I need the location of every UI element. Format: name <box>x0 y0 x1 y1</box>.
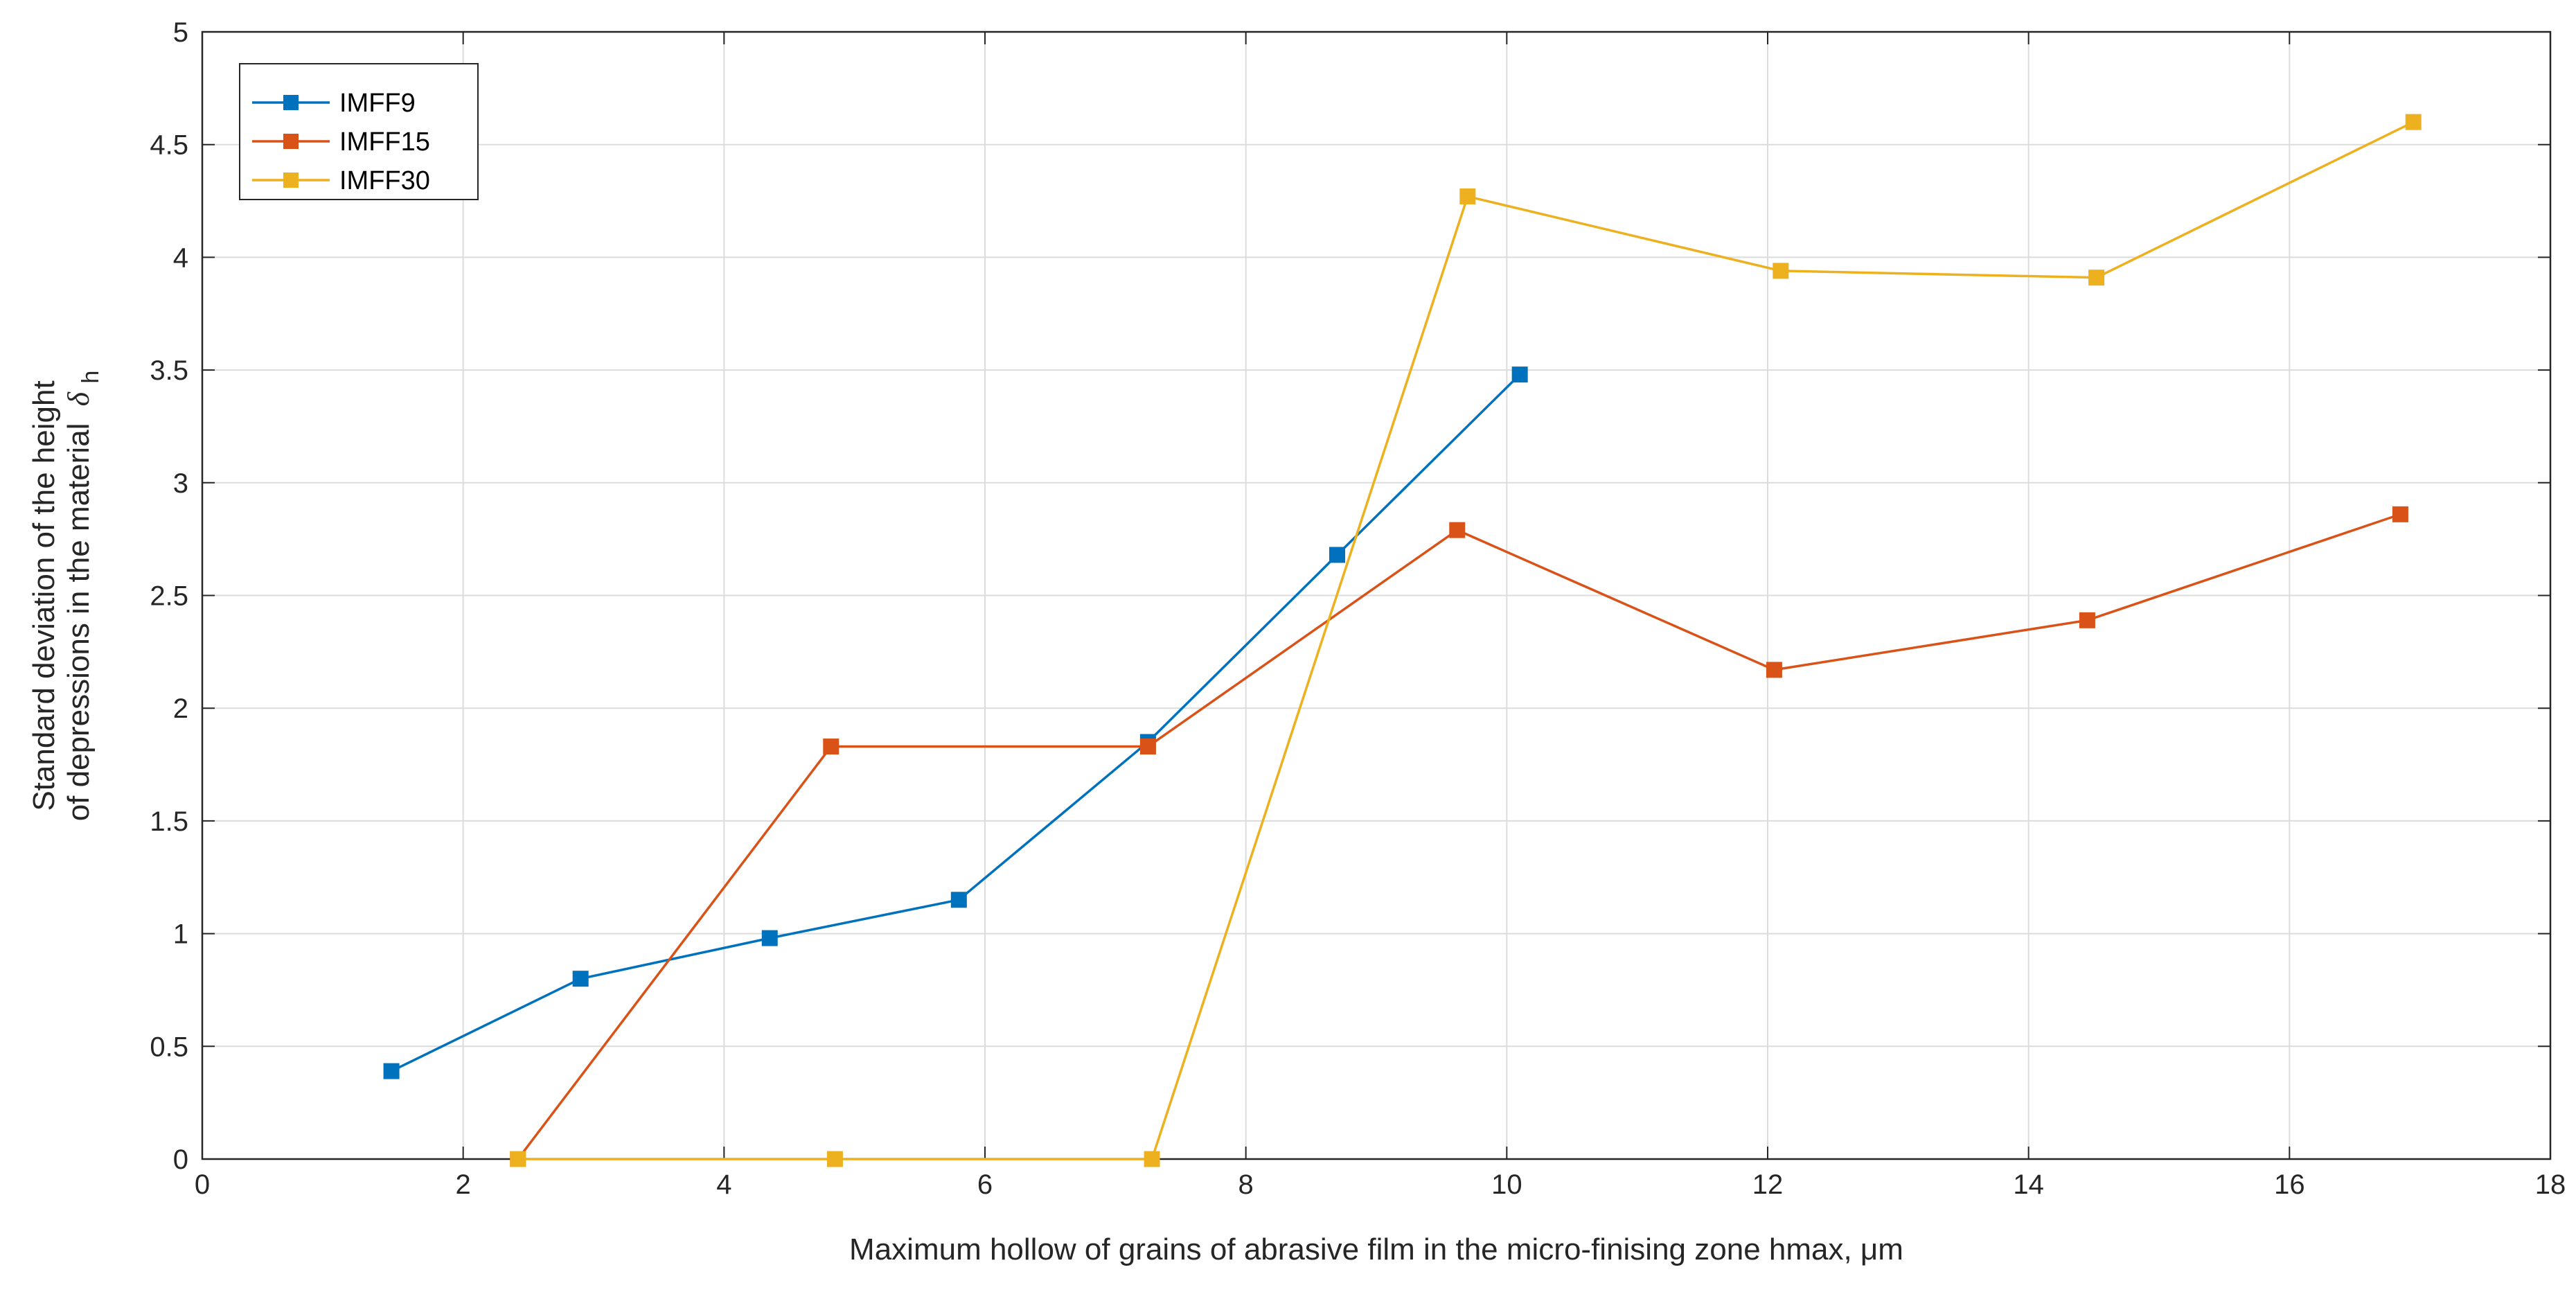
x-tick-label: 16 <box>2274 1169 2305 1200</box>
legend: IMFF9 IMFF15 IMFF30 <box>239 63 479 200</box>
x-tick-label: 0 <box>195 1169 210 1200</box>
x-tick-label: 2 <box>456 1169 471 1200</box>
legend-marker <box>283 173 299 188</box>
x-tick-label: 10 <box>1491 1169 1522 1200</box>
x-tick-label: 6 <box>977 1169 993 1200</box>
data-point <box>826 1151 843 1167</box>
y-tick-label: 0 <box>173 1145 188 1175</box>
y-tick-label: 5 <box>173 17 188 48</box>
y-axis-label-symbol: δ <box>62 391 96 406</box>
legend-marker <box>283 95 299 110</box>
y-tick-label: 1.5 <box>150 806 188 837</box>
data-point <box>1139 739 1156 755</box>
y-tick-label: 3.5 <box>150 355 188 386</box>
data-point <box>1329 547 1345 563</box>
x-tick-label: 18 <box>2535 1169 2566 1200</box>
data-point <box>1449 522 1466 538</box>
legend-marker <box>283 134 299 149</box>
data-point <box>2079 612 2095 628</box>
legend-box <box>239 63 479 200</box>
y-axis-label-line1: Standard deviation of the height <box>27 380 61 811</box>
data-point <box>2088 270 2105 286</box>
y-tick-label: 3 <box>173 468 188 499</box>
data-point <box>1144 1151 1160 1167</box>
data-point <box>823 739 840 755</box>
y-axis-label-line2: of depressions in the material δ h <box>62 371 104 822</box>
grid-lines <box>202 32 2550 1159</box>
legend-label-imff15: IMFF15 <box>339 127 430 157</box>
y-tick-label: 0.5 <box>150 1032 188 1062</box>
data-point <box>1766 662 1782 678</box>
data-point <box>2392 506 2408 522</box>
data-point <box>950 892 967 908</box>
y-axis-label-subscript: h <box>78 371 104 384</box>
series-imff30 <box>510 114 2422 1167</box>
y-tick-label: 4 <box>173 242 188 273</box>
y-tick-label: 2.5 <box>150 581 188 612</box>
y-axis-label: Standard deviation of the height of depr… <box>27 371 104 822</box>
data-series <box>383 114 2422 1167</box>
y-tick-label: 4.5 <box>150 130 188 161</box>
x-tick-label: 8 <box>1238 1169 1254 1200</box>
x-tick-label: 4 <box>716 1169 731 1200</box>
data-point <box>2405 114 2422 130</box>
data-point <box>383 1063 400 1079</box>
legend-label-imff30: IMFF30 <box>339 166 430 195</box>
x-axis-label: Maximum hollow of grains of abrasive fil… <box>849 1232 1903 1266</box>
data-point <box>510 1151 526 1167</box>
y-tick-label: 2 <box>173 693 188 724</box>
data-point <box>761 930 778 946</box>
axis-ticks: 0 2 4 6 8 10 12 14 16 18 0 0.5 1 1.5 2 2.5 3 3.5 4 4.5 5 <box>150 17 2566 1200</box>
y-axis-label-line2-text: of depressions in the material <box>62 423 96 822</box>
legend-label-imff9: IMFF9 <box>339 89 416 118</box>
data-point <box>1459 188 1476 205</box>
y-tick-label: 1 <box>173 919 188 950</box>
x-tick-label: 12 <box>1752 1169 1784 1200</box>
data-point <box>1511 366 1528 383</box>
data-point <box>572 971 589 987</box>
x-tick-label: 14 <box>2013 1169 2044 1200</box>
data-point <box>1773 263 1789 279</box>
